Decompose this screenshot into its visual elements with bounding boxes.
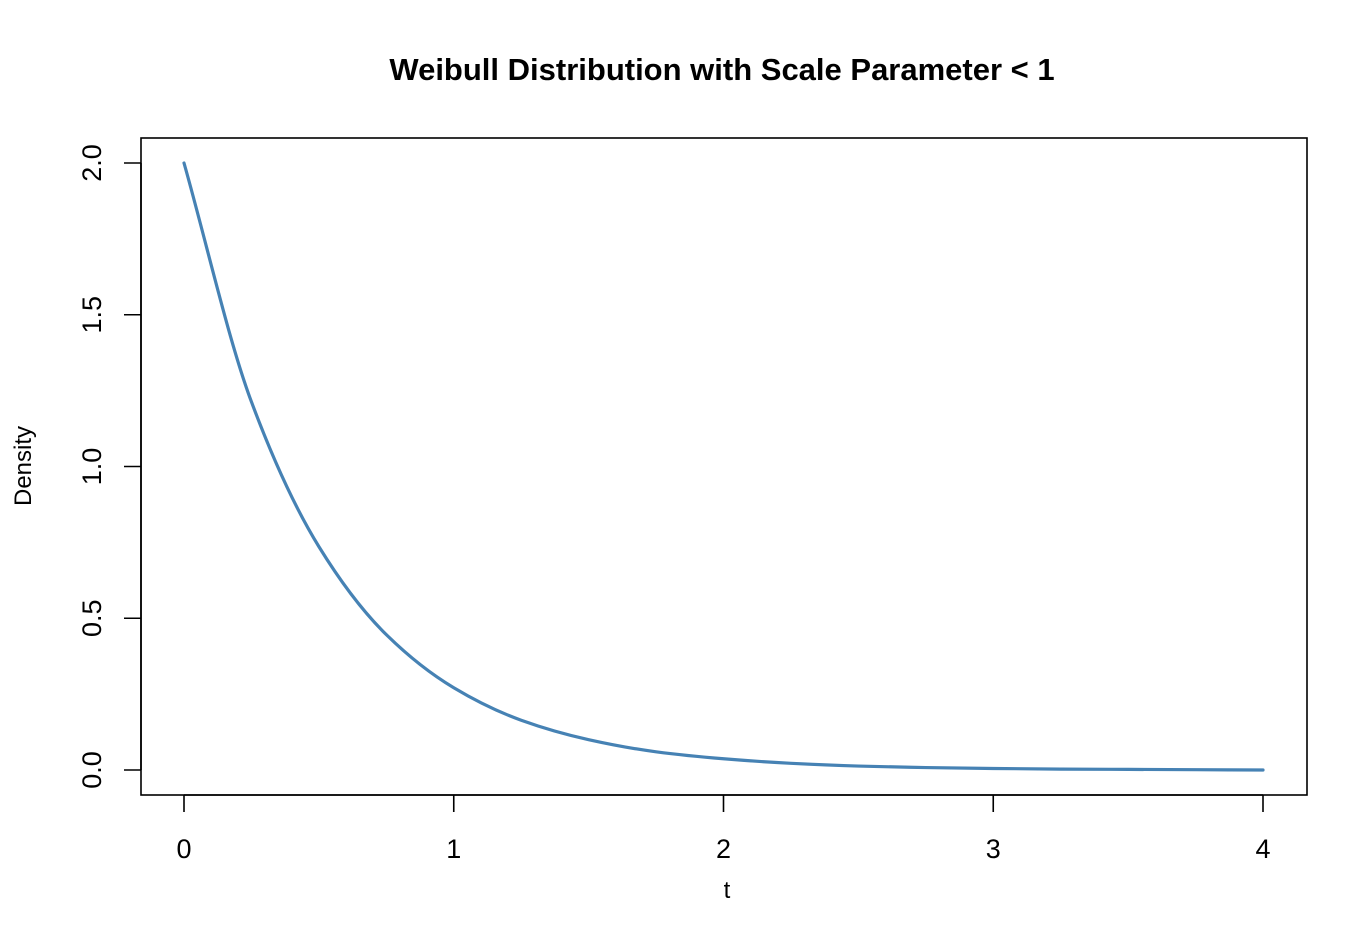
- x-tick-label: 3: [986, 834, 1001, 864]
- x-tick-label: 0: [176, 834, 191, 864]
- density-line: [182, 161, 1265, 772]
- plot-frame: [140, 137, 1308, 796]
- y-tick-label: 0.0: [77, 751, 107, 789]
- y-tick-label: 2.0: [77, 144, 107, 182]
- x-tick-label: 1: [446, 834, 461, 864]
- x-axis: 0 1 2 3 4: [176, 794, 1271, 864]
- y-axis: 0.0 0.5 1.0 1.5 2.0: [77, 144, 142, 789]
- y-tick-label: 1.0: [77, 448, 107, 486]
- x-tick-label: 2: [716, 834, 731, 864]
- x-axis-label: t: [724, 877, 731, 904]
- chart-title: Weibull Distribution with Scale Paramete…: [389, 52, 1054, 87]
- y-axis-label: Density: [10, 426, 37, 506]
- x-tick-label: 4: [1255, 834, 1270, 864]
- y-tick-label: 0.5: [77, 599, 107, 637]
- y-tick-label: 1.5: [77, 296, 107, 334]
